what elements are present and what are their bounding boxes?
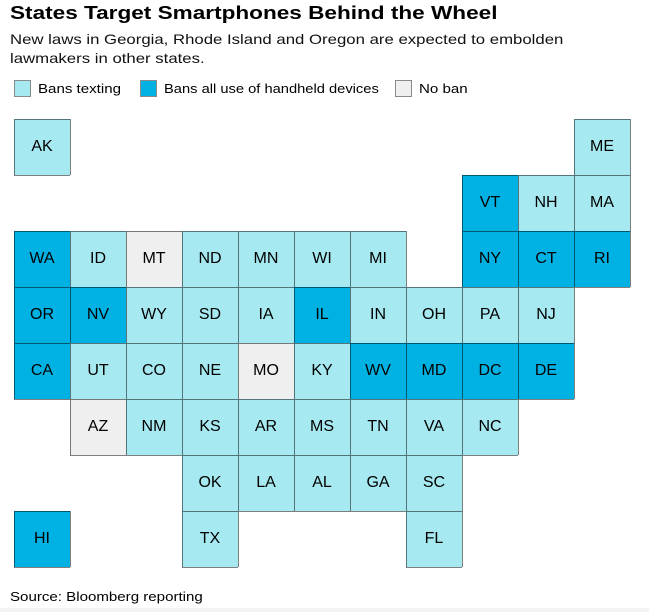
svg-text:PA: PA [480, 306, 500, 323]
svg-text:NC: NC [478, 418, 501, 435]
svg-text:OR: OR [30, 306, 54, 323]
svg-text:ID: ID [90, 250, 106, 267]
svg-text:VA: VA [424, 418, 444, 435]
svg-text:OK: OK [198, 474, 221, 491]
svg-text:MD: MD [422, 362, 447, 379]
svg-text:MN: MN [254, 250, 279, 267]
svg-text:MO: MO [253, 362, 279, 379]
svg-text:HI: HI [34, 530, 50, 547]
svg-text:NJ: NJ [536, 306, 556, 323]
svg-text:WA: WA [29, 250, 55, 267]
svg-text:CA: CA [31, 362, 54, 379]
svg-text:NV: NV [87, 306, 110, 323]
svg-text:FL: FL [425, 530, 444, 547]
svg-text:TX: TX [200, 530, 221, 547]
svg-text:AK: AK [31, 138, 53, 155]
svg-text:VT: VT [480, 194, 501, 211]
svg-text:ME: ME [590, 138, 614, 155]
svg-text:OH: OH [422, 306, 446, 323]
svg-text:NY: NY [479, 250, 502, 267]
svg-text:AZ: AZ [88, 418, 109, 435]
svg-text:WV: WV [365, 362, 391, 379]
svg-text:TN: TN [367, 418, 388, 435]
svg-text:RI: RI [594, 250, 610, 267]
svg-text:MS: MS [310, 418, 334, 435]
svg-text:SC: SC [423, 474, 445, 491]
svg-text:DC: DC [478, 362, 501, 379]
svg-text:CT: CT [535, 250, 557, 267]
svg-text:KY: KY [311, 362, 333, 379]
svg-text:WI: WI [312, 250, 332, 267]
svg-text:CO: CO [142, 362, 166, 379]
svg-text:IL: IL [315, 306, 328, 323]
svg-text:IN: IN [370, 306, 386, 323]
svg-text:AL: AL [312, 474, 332, 491]
svg-text:DE: DE [535, 362, 557, 379]
svg-text:IA: IA [258, 306, 273, 323]
svg-text:MT: MT [142, 250, 165, 267]
svg-text:LA: LA [256, 474, 276, 491]
svg-text:AR: AR [255, 418, 277, 435]
svg-text:UT: UT [87, 362, 109, 379]
svg-text:NE: NE [199, 362, 221, 379]
svg-text:GA: GA [366, 474, 389, 491]
svg-text:ND: ND [198, 250, 221, 267]
svg-text:NM: NM [142, 418, 167, 435]
svg-text:WY: WY [141, 306, 167, 323]
svg-text:SD: SD [199, 306, 221, 323]
svg-text:MA: MA [590, 194, 614, 211]
svg-text:MI: MI [369, 250, 387, 267]
svg-text:KS: KS [199, 418, 220, 435]
svg-text:NH: NH [534, 194, 557, 211]
